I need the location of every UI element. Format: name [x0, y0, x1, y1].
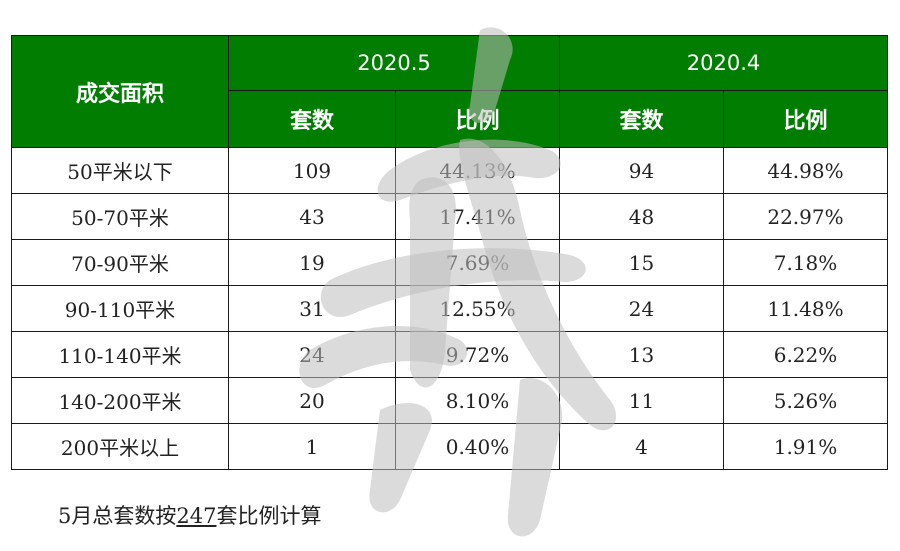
apr-ratio-cell: 11.48%	[723, 285, 888, 332]
may-ratio-cell: 12.55%	[395, 285, 560, 332]
area-cell: 110-140平米	[11, 331, 229, 378]
may-count-cell: 1	[228, 423, 396, 470]
apr-count-cell: 15	[559, 239, 724, 286]
area-cell: 50-70平米	[11, 193, 229, 240]
may-ratio-cell: 8.10%	[395, 377, 560, 424]
apr-count-cell: 24	[559, 285, 724, 332]
apr-count-cell: 48	[559, 193, 724, 240]
footnote: 5月总套数按247套比例计算	[58, 500, 321, 530]
area-cell: 140-200平米	[11, 377, 229, 424]
apr-count-cell: 94	[559, 147, 724, 194]
apr-ratio-cell: 5.26%	[723, 377, 888, 424]
may-count-cell: 19	[228, 239, 396, 286]
apr-ratio-cell: 22.97%	[723, 193, 888, 240]
apr-count-cell: 13	[559, 331, 724, 378]
period-header-2020-5: 2020.5	[228, 35, 560, 91]
table-row: 200平米以上 1 0.40% 4 1.91%	[11, 423, 888, 470]
may-count-cell: 109	[228, 147, 396, 194]
area-cell: 50平米以下	[11, 147, 229, 194]
may-count-cell: 24	[228, 331, 396, 378]
apr-ratio-cell: 6.22%	[723, 331, 888, 378]
col-header-apr-count: 套数	[559, 90, 724, 148]
col-header-may-count: 套数	[228, 90, 396, 148]
may-ratio-cell: 7.69%	[395, 239, 560, 286]
table-row: 110-140平米 24 9.72% 13 6.22%	[11, 331, 888, 378]
period-header-2020-4: 2020.4	[559, 35, 888, 91]
table-row: 50平米以下 109 44.13% 94 44.98%	[11, 147, 888, 194]
col-header-apr-ratio: 比例	[723, 90, 888, 148]
apr-count-cell: 4	[559, 423, 724, 470]
apr-count-cell: 11	[559, 377, 724, 424]
footnote-prefix: 5月总套数按	[58, 504, 177, 528]
may-count-cell: 31	[228, 285, 396, 332]
apr-ratio-cell: 44.98%	[723, 147, 888, 194]
may-ratio-cell: 0.40%	[395, 423, 560, 470]
table-row: 90-110平米 31 12.55% 24 11.48%	[11, 285, 888, 332]
may-count-cell: 43	[228, 193, 396, 240]
area-cell: 200平米以上	[11, 423, 229, 470]
footnote-total: 247	[176, 504, 217, 528]
table-row: 70-90平米 19 7.69% 15 7.18%	[11, 239, 888, 286]
apr-ratio-cell: 7.18%	[723, 239, 888, 286]
apr-ratio-cell: 1.91%	[723, 423, 888, 470]
area-cell: 70-90平米	[11, 239, 229, 286]
transaction-area-table: 成交面积 2020.5 2020.4 套数 比例 套数 比例 50平米以下 10…	[11, 35, 888, 470]
table-row: 50-70平米 43 17.41% 48 22.97%	[11, 193, 888, 240]
may-ratio-cell: 9.72%	[395, 331, 560, 378]
row-header-area: 成交面积	[11, 35, 229, 148]
area-cell: 90-110平米	[11, 285, 229, 332]
may-ratio-cell: 44.13%	[395, 147, 560, 194]
col-header-may-ratio: 比例	[395, 90, 560, 148]
footnote-suffix: 套比例计算	[216, 504, 322, 528]
table-row: 140-200平米 20 8.10% 11 5.26%	[11, 377, 888, 424]
may-ratio-cell: 17.41%	[395, 193, 560, 240]
may-count-cell: 20	[228, 377, 396, 424]
